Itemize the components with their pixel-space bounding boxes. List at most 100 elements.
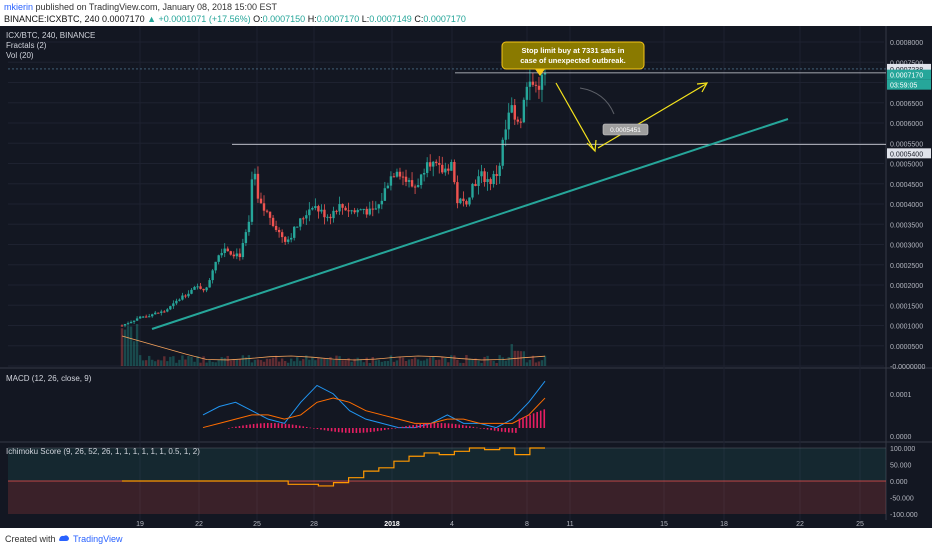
candle-body [471, 184, 474, 198]
symbol-line: BINANCE:ICXBTC, 240 [4, 14, 100, 24]
candle-body [450, 161, 453, 171]
y-tick-label: 0.0006500 [890, 101, 923, 108]
candle-body [507, 112, 510, 130]
ichimoku-y-tick: 100.000 [890, 446, 915, 453]
volume-bar [326, 358, 329, 366]
macd-histogram-bar [263, 423, 266, 428]
ascending-trendline [151, 118, 789, 330]
y-tick-label: 0.0005000 [890, 162, 923, 169]
candle-body [268, 211, 272, 218]
candle-body [229, 251, 232, 255]
macd-histogram-bar [380, 428, 383, 431]
author-link[interactable]: mkierin [4, 2, 34, 12]
macd-y-tick: 0.0001 [890, 392, 912, 399]
volume-bar [435, 359, 438, 366]
volume-bar [459, 362, 462, 366]
candle-body [286, 239, 290, 242]
down-arrow-line [555, 82, 595, 151]
candle-body [163, 311, 166, 313]
macd-histogram-bar [366, 428, 368, 433]
candle-body [537, 85, 541, 90]
candle-body [377, 204, 381, 209]
candle-body [302, 218, 305, 220]
volume-bar [211, 361, 214, 366]
volume-bar [380, 361, 384, 366]
volume-bar [205, 362, 208, 366]
volume-bar [416, 359, 420, 366]
volume-bar [132, 341, 136, 366]
chart-canvas[interactable]: 0.0005451 Stop limit buy at 7331 sats inc… [0, 26, 932, 528]
x-tick-label: 2018 [384, 521, 400, 528]
macd-histogram-bar [323, 428, 326, 431]
candle-body [501, 139, 504, 166]
volume-bar [193, 361, 196, 366]
candle-body [141, 316, 145, 318]
volume-bar [169, 356, 172, 366]
candle-body [483, 171, 486, 183]
candle-body [151, 314, 154, 317]
candle-body [332, 210, 335, 219]
volume-bar [302, 359, 305, 366]
macd-histogram-bar [415, 424, 418, 428]
candle-body [374, 208, 377, 210]
macd-histogram-bar [355, 428, 358, 433]
y-tick-label: 0.0002500 [890, 263, 923, 270]
tradingview-brand-link[interactable]: TradingView [73, 534, 123, 544]
volume-bar [305, 355, 308, 366]
volume-bar [338, 356, 341, 366]
macd-histogram-bar [490, 428, 492, 431]
candle-body [525, 86, 529, 100]
candle-body [323, 209, 326, 218]
grid-lines [0, 26, 932, 520]
chart-area[interactable]: 0.0005451 Stop limit buy at 7331 sats in c… [0, 26, 932, 528]
candle-body [157, 312, 160, 314]
created-with-text: Created with [5, 534, 56, 544]
volume-bar [486, 355, 489, 366]
candle-body [277, 229, 281, 233]
macd-panel [202, 380, 546, 433]
macd-histogram-bar [497, 428, 499, 432]
candle-body [401, 176, 405, 178]
candle-body [504, 129, 507, 140]
candle-body [220, 253, 223, 256]
volume-bar [468, 358, 471, 366]
candle-body [392, 176, 396, 178]
volume-bar [335, 355, 338, 366]
volume-bar [317, 358, 320, 366]
macd-histogram-bar [252, 423, 255, 428]
x-tick-label: 19 [136, 521, 144, 528]
candle-body [528, 81, 532, 87]
volume-bar [344, 360, 347, 366]
candle-body [416, 185, 420, 187]
price-change: ▲ +0.0001071 (+17.56%) [147, 14, 251, 24]
volume-bar [166, 361, 169, 366]
open-value: 0.0007150 [262, 14, 306, 24]
y-tick-label: 0.0001000 [890, 324, 923, 331]
volume-bar [365, 357, 368, 366]
macd-histogram-bar [543, 409, 546, 428]
candle-body [353, 210, 356, 213]
y-tick-label: 0.0003500 [890, 222, 923, 229]
volume-bar [425, 358, 429, 366]
macd-histogram-bar [461, 425, 464, 428]
volume-bar [290, 358, 293, 366]
candle-body [235, 253, 239, 257]
volume-bar [320, 358, 323, 366]
candle-body [250, 179, 254, 222]
x-tick-label: 18 [720, 521, 728, 528]
support-price-badge-bg [887, 148, 931, 159]
note-pointer [535, 69, 545, 76]
candle-body [513, 105, 516, 120]
candle-body [398, 171, 402, 177]
candle-body [519, 121, 523, 123]
legend-fractals: Fractals (2) [6, 41, 47, 50]
macd-histogram-bar [259, 423, 262, 428]
volume-bar [389, 355, 393, 366]
volume-bar [401, 357, 405, 366]
macd-histogram-bar [344, 428, 347, 433]
volume-bar [386, 360, 390, 366]
candle-body [456, 182, 459, 204]
x-tick-label: 28 [310, 521, 318, 528]
candle-body [395, 171, 399, 177]
macd-histogram-bar [493, 428, 496, 431]
